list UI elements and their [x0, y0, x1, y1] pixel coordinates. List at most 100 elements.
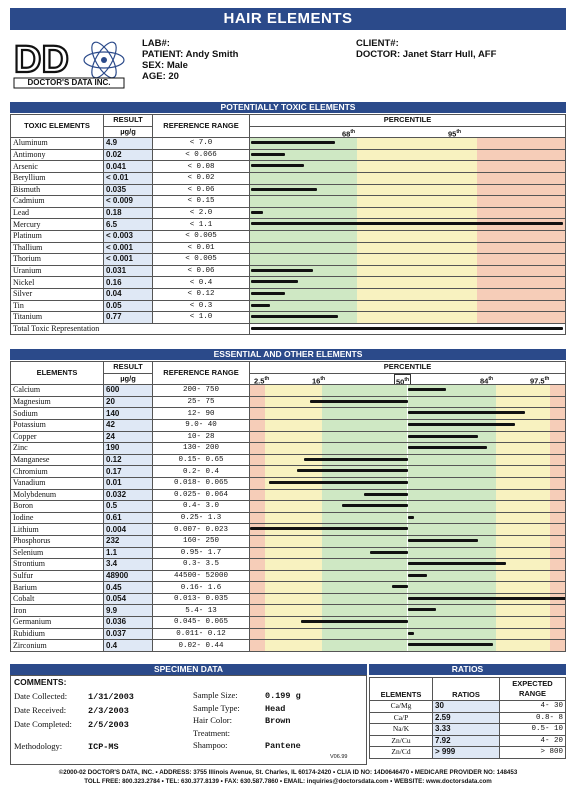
essential-row: Chromium 0.17 0.2- 0.4: [10, 465, 566, 478]
doctor-name: Janet Starr Hull, AFF: [402, 49, 497, 60]
percentile-cell: [249, 604, 566, 618]
element-reference: 0.013- 0.035: [152, 592, 250, 606]
element-name: Iron: [10, 604, 104, 618]
element-name: Sulfur: [10, 569, 104, 583]
toxic-row: Uranium 0.031 < 0.06: [10, 264, 566, 278]
essential-level-bar: [300, 620, 408, 624]
element-name: Copper: [10, 430, 104, 444]
ratio-row: Zn/Cu 7.92 4- 20: [369, 734, 566, 747]
element-result: 0.45: [103, 581, 153, 594]
essential-level-bar: [268, 480, 408, 484]
toxic-section-title: POTENTIALLY TOXIC ELEMENTS: [10, 102, 566, 113]
element-result: 190: [103, 442, 153, 455]
essential-row: Vanadium 0.01 0.018- 0.065: [10, 476, 566, 490]
doctors-data-logo: DD DOCTOR'S DATA INC.: [12, 38, 128, 90]
element-name: Zinc: [10, 442, 104, 455]
toxic-col-percentile: PERCENTILE: [249, 114, 566, 127]
element-name: Rubidium: [10, 627, 104, 641]
element-name: Arsenic: [10, 160, 104, 173]
toxic-level-bar: [251, 187, 317, 191]
element-name: Iodine: [10, 511, 104, 525]
element-reference: < 0.08: [152, 160, 250, 173]
ratio-expected: > 800: [499, 746, 566, 759]
ratio-name: Na/K: [369, 723, 433, 736]
ratio-expected: 0.5- 10: [499, 723, 566, 736]
percentile-cell: [249, 407, 566, 420]
element-result: 232: [103, 534, 153, 548]
collected-label: Date Collected:: [14, 691, 68, 701]
element-name: Barium: [10, 581, 104, 594]
percentile-cell: [249, 558, 566, 571]
essential-row: Boron 0.5 0.4- 3.0: [10, 500, 566, 513]
percentile-cell: [249, 616, 566, 629]
lab-label: LAB#:: [142, 38, 170, 49]
ess-p84-label: 84th: [480, 375, 494, 385]
ratio-expected: 0.8- 8: [499, 711, 566, 724]
toxic-row: Thallium < 0.001 < 0.01: [10, 241, 566, 255]
ess-col-elements: ELEMENTS: [10, 360, 104, 386]
element-name: Lithium: [10, 523, 104, 536]
essential-row: Zinc 190 130- 200: [10, 442, 566, 455]
essential-level-bar: [363, 492, 408, 496]
element-result: 0.5: [103, 500, 153, 513]
toxic-col-unit: µg/g: [103, 125, 153, 139]
essential-level-bar: [370, 550, 408, 554]
element-result: < 0.001: [103, 253, 153, 266]
ess-p50-label: 50th: [394, 374, 412, 384]
element-name: Phosphorus: [10, 534, 104, 548]
percentile-cell: [249, 195, 566, 208]
toxic-row: Silver 0.04 < 0.12: [10, 287, 566, 301]
essential-level-bar: [303, 457, 408, 461]
percentile-cell: [249, 465, 566, 478]
sex-value: Male: [166, 60, 188, 71]
footer-address: ©2000-02 DOCTOR'S DATA, INC. • ADDRESS: …: [58, 769, 518, 776]
essential-row: Iodine 0.61 0.25- 1.3: [10, 511, 566, 525]
element-reference: < 0.005: [152, 229, 250, 243]
toxic-level-bar: [251, 268, 314, 272]
type-label: Sample Type:: [193, 702, 240, 713]
methodology-value: ICP-MS: [88, 742, 119, 752]
essential-level-bar: [310, 399, 408, 403]
element-name: Potassium: [10, 418, 104, 432]
element-reference: < 0.005: [152, 253, 250, 266]
ess-p975-label: 97.5th: [530, 375, 550, 385]
element-name: Antimony: [10, 148, 104, 162]
toxic-level-bar: [251, 141, 336, 145]
toxic-row: Nickel 0.16 < 0.4: [10, 276, 566, 289]
ratio-name: Zn/Cd: [369, 746, 433, 759]
element-reference: < 1.1: [152, 218, 250, 231]
element-result: 0.02: [103, 148, 153, 162]
percentile-cell: [249, 627, 566, 641]
ratio-name: Ca/Mg: [369, 700, 433, 713]
specimen-section-title: SPECIMEN DATA: [10, 664, 367, 675]
percentile-cell: [249, 183, 566, 197]
percentile-cell: [249, 581, 566, 594]
element-reference: 0.25- 1.3: [152, 511, 250, 525]
percentile-cell: [249, 569, 566, 583]
essential-row: Cobalt 0.054 0.013- 0.035: [10, 592, 566, 606]
size-label: Sample Size:: [193, 690, 238, 700]
toxic-row: Beryllium < 0.01 < 0.02: [10, 171, 566, 185]
element-name: Thallium: [10, 241, 104, 255]
element-result: 0.035: [103, 183, 153, 197]
essential-row: Barium 0.45 0.16- 1.6: [10, 581, 566, 594]
sample-details: Sample Size: 0.199 g Sample Type: Head Hai…: [193, 690, 301, 753]
methodology-label: Methodology:: [14, 741, 63, 751]
percentile-cell: [249, 430, 566, 444]
version-code: V06.99: [330, 754, 348, 760]
ratios-table: ELEMENTS RATIOS EXPECTED RANGE Ca/Mg 30 4-…: [369, 677, 566, 759]
element-name: Bismuth: [10, 183, 104, 197]
toxic-row: Mercury 6.5 < 1.1: [10, 218, 566, 231]
element-result: 0.041: [103, 160, 153, 173]
sex-label: SEX:: [142, 60, 165, 71]
patient-label: PATIENT:: [142, 49, 184, 60]
specimen-dates: Date Collected: 1/31/2003 Date Received: 2…: [14, 690, 134, 732]
element-result: 140: [103, 407, 153, 420]
element-name: Calcium: [10, 384, 104, 397]
comments-label: COMMENTS:: [14, 677, 67, 687]
element-result: 0.054: [103, 592, 153, 606]
percentile-cell: [249, 276, 566, 289]
essential-level-bar: [408, 411, 525, 415]
toxic-level-bar: [251, 315, 339, 319]
ess-percentile-ticks: 2.5th 16th 50th 84th 97.5th: [249, 372, 566, 386]
